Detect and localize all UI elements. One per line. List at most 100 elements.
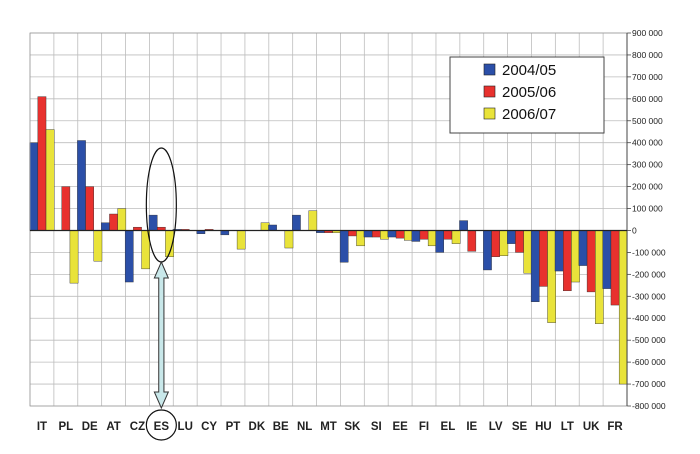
bar-NL-2004/05 <box>292 214 301 231</box>
y-tick-label: 900 000 <box>632 28 663 38</box>
legend-swatch <box>483 63 496 76</box>
double-arrow <box>153 260 170 410</box>
y-tick-label: 500 000 <box>632 116 663 126</box>
y-tick-label: -800 000 <box>632 401 666 411</box>
bar-EL-2005/06 <box>443 230 453 240</box>
bar-EE-2004/05 <box>387 230 397 238</box>
legend-entry: 2004/05 <box>502 62 556 79</box>
legend-swatch <box>483 107 496 120</box>
bar-SK-2006/07 <box>356 230 365 247</box>
bar-DE-2005/06 <box>85 186 94 231</box>
bar-FI-2004/05 <box>411 230 421 242</box>
y-tick-label: 300 000 <box>632 160 663 170</box>
bar-FR-2005/06 <box>610 230 620 306</box>
bar-SK-2005/06 <box>348 230 357 237</box>
category-label-NL: NL <box>297 421 312 433</box>
bar-FI-2006/07 <box>427 230 437 247</box>
bar-IT-2006/07 <box>45 129 55 231</box>
category-label-IT: IT <box>37 421 47 433</box>
bar-SK-2004/05 <box>339 230 349 263</box>
bar-LT-2006/07 <box>571 230 580 283</box>
category-label-CZ: CZ <box>130 421 145 433</box>
bar-UK-2006/07 <box>595 230 604 324</box>
y-tick-label: -400 000 <box>632 313 666 323</box>
bar-CZ-2004/05 <box>124 230 134 283</box>
y-tick-label: -500 000 <box>632 335 666 345</box>
bar-IE-2005/06 <box>467 230 477 252</box>
bar-SE-2004/05 <box>507 230 516 244</box>
bar-EL-2004/05 <box>435 230 445 253</box>
bar-FR-2006/07 <box>618 230 628 385</box>
annotations <box>145 147 177 441</box>
bar-BE-2006/07 <box>284 230 294 249</box>
legend-box <box>449 56 605 134</box>
y-tick-label: 600 000 <box>632 94 663 104</box>
bar-IT-2004/05 <box>29 142 39 231</box>
category-label-BE: BE <box>273 421 289 433</box>
bar-NL-2006/07 <box>308 210 318 231</box>
bar-SI-2005/06 <box>371 230 381 238</box>
y-tick-label: -100 000 <box>632 247 666 257</box>
bar-EE-2005/06 <box>395 230 405 239</box>
category-label-FI: FI <box>419 421 429 433</box>
bar-IT-2005/06 <box>37 96 47 231</box>
bar-LV-2004/05 <box>483 230 492 271</box>
bars <box>29 96 628 385</box>
bar-EE-2006/07 <box>404 230 413 241</box>
category-label-AT: AT <box>106 421 120 433</box>
y-tick-label: 100 000 <box>632 204 663 214</box>
y-tick-label: 0 <box>632 225 637 235</box>
bar-LT-2005/06 <box>563 230 572 292</box>
y-tick-label: 700 000 <box>632 72 663 82</box>
y-tick-label: -700 000 <box>632 379 666 389</box>
bar-DE-2006/07 <box>93 230 103 262</box>
category-label-LT: LT <box>561 421 574 433</box>
bar-LV-2006/07 <box>499 230 509 256</box>
bar-SI-2006/07 <box>380 230 389 240</box>
bar-BE-2004/05 <box>268 224 277 231</box>
bar-HU-2005/06 <box>539 230 548 287</box>
y-tick-label: 400 000 <box>632 138 663 148</box>
bar-HU-2006/07 <box>547 230 556 323</box>
bar-HU-2004/05 <box>530 230 540 302</box>
bar-ES-2004/05 <box>148 214 158 231</box>
category-label-MT: MT <box>320 421 337 433</box>
bar-FR-2004/05 <box>602 230 612 289</box>
y-tick-label: -300 000 <box>632 291 666 301</box>
legend: 2004/05 2005/06 2006/07 <box>449 56 605 134</box>
axes <box>29 32 631 407</box>
y-tick-labels: 900 000 800 000 700 000 600 000 500 000 400 0… <box>632 28 666 411</box>
category-label-FR: FR <box>607 421 623 433</box>
bar-UK-2005/06 <box>586 230 596 293</box>
category-label-SE: SE <box>512 421 528 433</box>
bar-LV-2005/06 <box>491 230 500 257</box>
bar-SE-2006/07 <box>523 230 533 274</box>
bar-LT-2004/05 <box>554 230 564 272</box>
category-label-EL: EL <box>441 421 456 433</box>
bar-AT-2005/06 <box>109 213 118 231</box>
category-label-LU: LU <box>178 421 193 433</box>
category-label-LV: LV <box>489 421 503 433</box>
bar-IE-2004/05 <box>459 220 468 231</box>
bar-AT-2006/07 <box>117 208 127 231</box>
y-tick-label: -600 000 <box>632 357 666 367</box>
category-label-ES: ES <box>154 421 170 433</box>
category-label-UK: UK <box>583 421 600 433</box>
category-label-DE: DE <box>82 421 98 433</box>
bar-UK-2004/05 <box>578 230 588 266</box>
category-label-SI: SI <box>371 421 382 433</box>
y-tick-label: -200 000 <box>632 269 666 279</box>
highlight-label-circle <box>145 409 177 441</box>
category-label-IE: IE <box>466 421 477 433</box>
bar-DE-2004/05 <box>77 140 86 231</box>
bar-SI-2004/05 <box>363 230 373 238</box>
legend-entry: 2006/07 <box>502 106 556 123</box>
category-label-SK: SK <box>344 421 361 433</box>
bar-DK-2006/07 <box>260 222 270 231</box>
bar-EL-2006/07 <box>451 230 461 244</box>
highlight-bars-ellipse <box>145 147 177 263</box>
bar-PT-2006/07 <box>236 230 246 250</box>
category-label-DK: DK <box>249 421 266 433</box>
category-label-PT: PT <box>226 421 241 433</box>
